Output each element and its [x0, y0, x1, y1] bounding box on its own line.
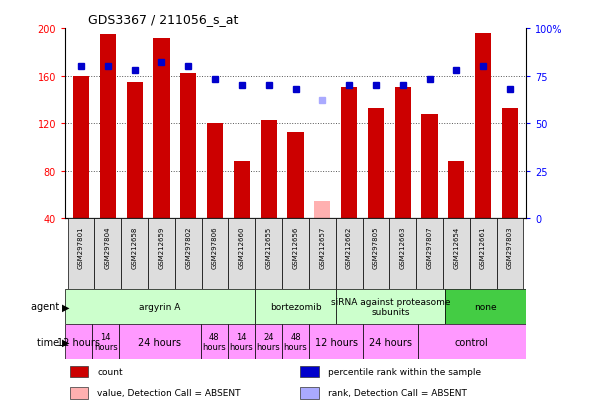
FancyBboxPatch shape — [95, 219, 121, 289]
Text: GSM212661: GSM212661 — [480, 226, 486, 268]
FancyBboxPatch shape — [65, 324, 92, 359]
Text: GSM297803: GSM297803 — [507, 226, 513, 268]
Text: GSM297804: GSM297804 — [105, 226, 111, 268]
Text: GSM212658: GSM212658 — [132, 226, 138, 268]
Text: GDS3367 / 211056_s_at: GDS3367 / 211056_s_at — [88, 13, 238, 26]
Bar — [314, 201, 330, 219]
FancyBboxPatch shape — [282, 324, 309, 359]
Text: none: none — [474, 302, 496, 311]
FancyBboxPatch shape — [229, 219, 255, 289]
Text: 24
hours: 24 hours — [256, 332, 280, 351]
FancyBboxPatch shape — [119, 324, 200, 359]
Text: GSM297807: GSM297807 — [427, 226, 433, 268]
FancyBboxPatch shape — [255, 324, 282, 359]
Text: GSM297805: GSM297805 — [373, 226, 379, 268]
Bar — [448, 162, 465, 219]
FancyBboxPatch shape — [363, 324, 417, 359]
Text: agent: agent — [31, 301, 62, 312]
Text: GSM212659: GSM212659 — [158, 226, 164, 268]
Text: 48
hours: 48 hours — [284, 332, 307, 351]
Text: GSM297801: GSM297801 — [78, 226, 84, 268]
Bar — [126, 82, 143, 219]
Bar — [421, 114, 437, 219]
Text: argyrin A: argyrin A — [139, 302, 181, 311]
Text: rank, Detection Call = ABSENT: rank, Detection Call = ABSENT — [328, 388, 467, 397]
FancyBboxPatch shape — [444, 289, 526, 324]
FancyBboxPatch shape — [362, 219, 389, 289]
Bar — [395, 88, 411, 219]
Bar — [234, 162, 250, 219]
Bar — [180, 74, 196, 219]
Bar — [475, 33, 491, 219]
Bar — [70, 387, 88, 399]
FancyBboxPatch shape — [496, 219, 523, 289]
FancyBboxPatch shape — [470, 219, 496, 289]
Text: percentile rank within the sample: percentile rank within the sample — [328, 367, 481, 375]
Text: time: time — [37, 337, 62, 347]
FancyBboxPatch shape — [148, 219, 175, 289]
Text: GSM297806: GSM297806 — [212, 226, 218, 268]
Bar — [100, 35, 116, 219]
Text: ▶: ▶ — [62, 301, 70, 312]
Bar — [287, 132, 304, 219]
Text: 48
hours: 48 hours — [202, 332, 226, 351]
Text: 12 hours: 12 hours — [57, 337, 100, 347]
Bar — [154, 38, 170, 219]
Text: count: count — [98, 367, 123, 375]
FancyBboxPatch shape — [92, 324, 119, 359]
Bar — [341, 88, 357, 219]
Text: 12 hours: 12 hours — [314, 337, 358, 347]
FancyBboxPatch shape — [336, 219, 362, 289]
FancyBboxPatch shape — [255, 219, 282, 289]
Bar — [207, 124, 223, 219]
FancyBboxPatch shape — [65, 289, 255, 324]
FancyBboxPatch shape — [68, 219, 95, 289]
Text: GSM212662: GSM212662 — [346, 226, 352, 268]
Text: GSM212654: GSM212654 — [453, 226, 459, 268]
FancyBboxPatch shape — [309, 324, 363, 359]
FancyBboxPatch shape — [416, 219, 443, 289]
Text: 14
hours: 14 hours — [229, 332, 253, 351]
Text: GSM212663: GSM212663 — [400, 226, 405, 268]
Text: 14
hours: 14 hours — [94, 332, 118, 351]
Bar — [300, 387, 319, 399]
FancyBboxPatch shape — [175, 219, 202, 289]
Text: ▶: ▶ — [62, 337, 70, 347]
Text: GSM297802: GSM297802 — [186, 226, 191, 268]
Text: GSM212657: GSM212657 — [319, 226, 325, 268]
Text: bortezomib: bortezomib — [269, 302, 322, 311]
FancyBboxPatch shape — [202, 219, 229, 289]
FancyBboxPatch shape — [417, 324, 526, 359]
Text: GSM212656: GSM212656 — [293, 226, 298, 268]
Bar — [261, 120, 277, 219]
FancyBboxPatch shape — [443, 219, 470, 289]
Text: GSM212655: GSM212655 — [266, 226, 272, 268]
Text: siRNA against proteasome
subunits: siRNA against proteasome subunits — [330, 297, 450, 316]
Bar — [70, 366, 88, 377]
Text: control: control — [455, 337, 489, 347]
Bar — [73, 76, 89, 219]
Text: 24 hours: 24 hours — [369, 337, 412, 347]
Text: GSM212660: GSM212660 — [239, 226, 245, 268]
FancyBboxPatch shape — [255, 289, 336, 324]
Bar — [368, 109, 384, 219]
FancyBboxPatch shape — [282, 219, 309, 289]
Text: value, Detection Call = ABSENT: value, Detection Call = ABSENT — [98, 388, 241, 397]
FancyBboxPatch shape — [389, 219, 416, 289]
FancyBboxPatch shape — [309, 219, 336, 289]
FancyBboxPatch shape — [200, 324, 228, 359]
FancyBboxPatch shape — [336, 289, 444, 324]
Bar — [502, 109, 518, 219]
FancyBboxPatch shape — [121, 219, 148, 289]
Text: 24 hours: 24 hours — [138, 337, 181, 347]
FancyBboxPatch shape — [228, 324, 255, 359]
Bar — [300, 366, 319, 377]
